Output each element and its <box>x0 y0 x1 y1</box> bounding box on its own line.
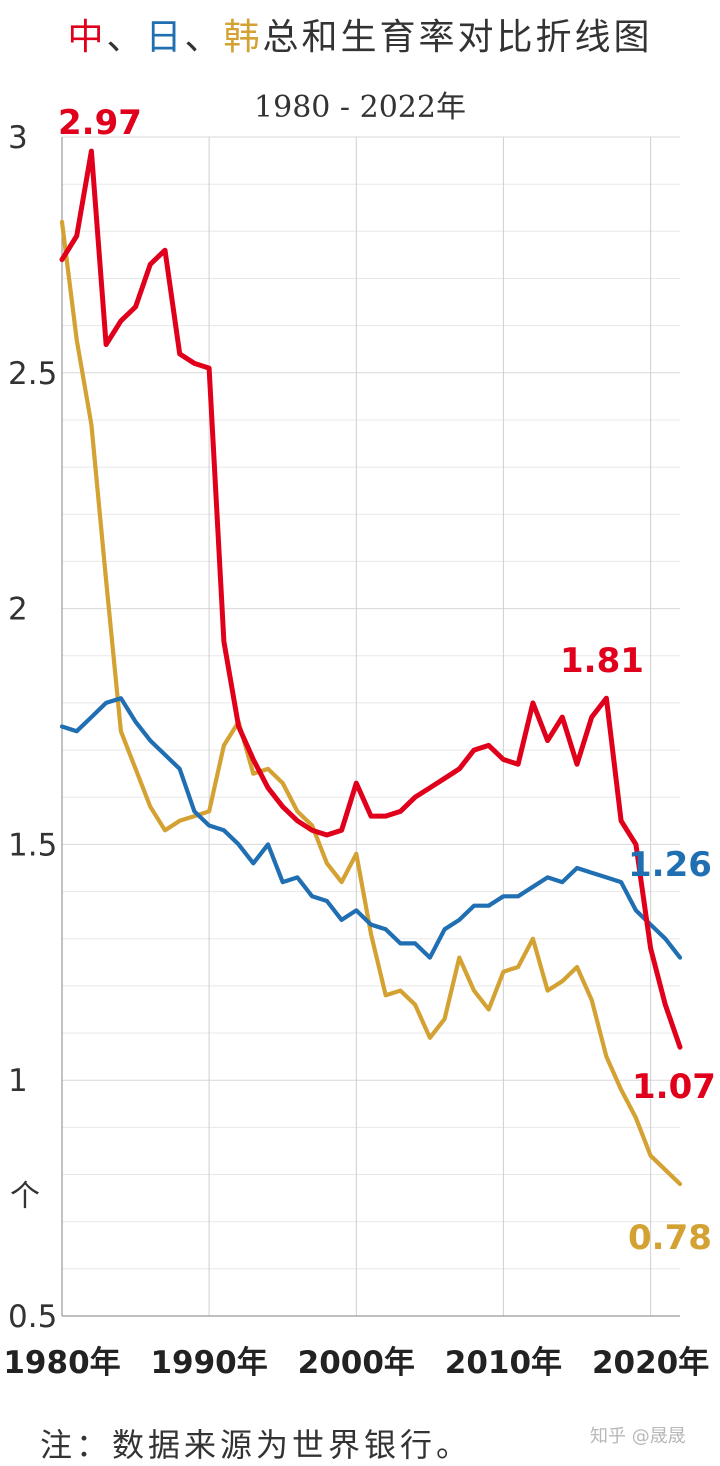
y-tick-label: 0.5 <box>8 1299 57 1335</box>
title-korea: 韩 <box>223 17 263 58</box>
title-separator: 、 <box>106 17 146 58</box>
x-tick-label: 2000年 <box>298 1345 415 1381</box>
x-tick-label: 1980年 <box>3 1345 120 1381</box>
title-japan: 日 <box>145 17 185 58</box>
x-tick-label: 2020年 <box>592 1345 709 1381</box>
source-note: 注：数据来源为世界银行。 <box>40 1426 473 1464</box>
title-rest: 总和生育率对比折线图 <box>262 17 653 58</box>
y-tick-label: 1.5 <box>8 827 57 863</box>
y-tick-label: 2 <box>8 592 28 628</box>
watermark: 知乎 @晟晟 <box>590 1426 686 1447</box>
x-tick-label: 1990年 <box>150 1345 267 1381</box>
y-axis-label: 个 <box>10 1179 40 1214</box>
y-tick-label: 3 <box>8 120 28 156</box>
series-line-japan <box>59 696 683 960</box>
data-label-china: 1.07 <box>632 1067 716 1107</box>
title-separator: 、 <box>184 17 224 58</box>
y-tick-label: 2.5 <box>8 356 57 392</box>
chart-subtitle: 1980 - 2022年 <box>254 90 466 125</box>
data-label-china: 2.97 <box>58 103 142 143</box>
series-line-china <box>59 148 683 1050</box>
data-label-japan: 1.26 <box>628 845 712 885</box>
chart-title: 中、日、韩总和生育率对比折线图 <box>0 8 720 60</box>
x-tick-label: 2010年 <box>445 1345 562 1381</box>
title-china: 中 <box>67 17 107 58</box>
y-tick-label: 1 <box>8 1063 28 1099</box>
data-label-korea: 0.78 <box>628 1218 712 1258</box>
data-label-china: 1.81 <box>560 641 644 681</box>
series-line-korea <box>59 219 683 1187</box>
